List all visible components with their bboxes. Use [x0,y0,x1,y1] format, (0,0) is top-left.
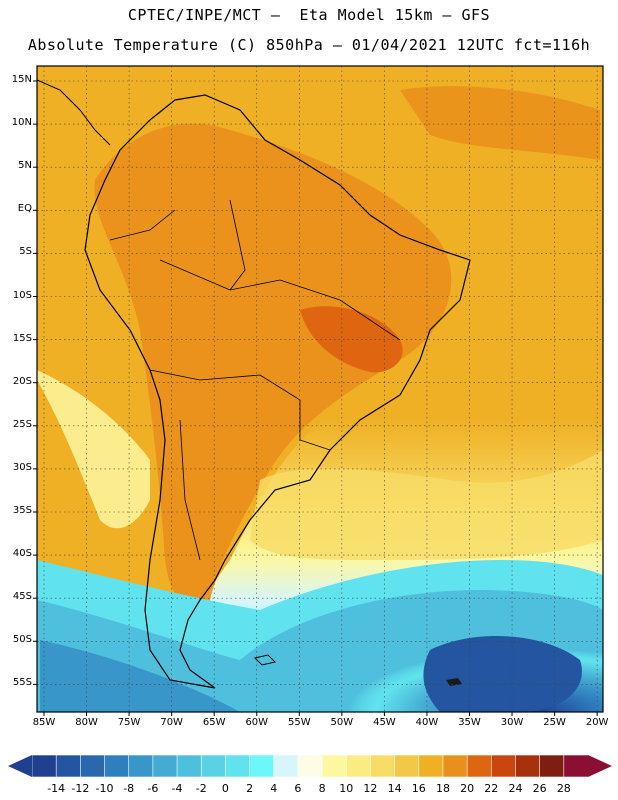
colorbar-swatch [249,754,275,778]
lon-label: 80W [75,717,98,728]
lon-label: 20W [585,717,609,728]
lat-label: 5N [18,160,32,172]
colorbar-swatch [200,754,227,778]
axis-ticks [33,80,598,716]
colorbar-swatch [370,754,396,778]
colorbar-swatch [321,754,348,778]
colorbar-label: 12 [363,782,378,795]
colorbar-swatch [55,754,82,778]
map-title-line1: CPTEC/INPE/MCT – Eta Model 15km – GFS [127,6,491,24]
lat-label: 55S [12,677,32,689]
colorbar-swatch [176,754,203,778]
lat-label: 25S [12,418,32,430]
field-hottest-patch [300,306,403,373]
colorbar-swatch [273,754,299,778]
lat-label: 20S [12,375,32,387]
colorbar-swatch [563,754,589,778]
lon-label: 30W [500,717,524,728]
colorbar-swatch [31,754,57,778]
colorbar-swatch [225,754,251,778]
colorbar-label: 2 [246,782,254,795]
island-south-georgia [446,678,462,686]
field-hot-core [94,123,452,608]
map-frame [36,65,604,713]
colorbar-swatch [418,754,444,778]
colorbar-label: 10 [339,782,354,795]
lat-label: 30S [12,461,32,473]
colorbar-label: 18 [435,782,450,795]
colorbar-label: 26 [532,782,547,795]
lon-label: 60W [245,717,269,728]
lat-label: 35S [12,505,32,516]
lat-label: 40S [12,548,32,560]
colorbar-label: -6 [147,782,159,795]
lon-label: 35W [458,717,481,728]
colorbar-swatch [345,754,372,778]
colorbar-label: -8 [123,782,135,795]
lat-label: 50S [12,634,32,646]
colorbar-swatch [394,754,420,778]
lat-label: 45S [12,591,32,603]
lon-label: 55W [287,717,311,728]
colorbar-label: 24 [508,782,523,795]
border-line [109,209,176,241]
colorbar-label: -12 [71,782,90,795]
lon-label: 65W [202,717,226,728]
lon-label: 75W [117,717,141,728]
map-title-line2: Absolute Temperature (C) 850hPa – 01/04/… [27,36,591,54]
colorbar-swatch [128,754,154,778]
lon-label: 85W [32,717,56,728]
lon-label: 50W [330,717,354,728]
colorbar-label: 22 [484,782,499,795]
lat-label: 15S [12,332,32,344]
coastline-south-america [84,94,471,689]
field-atlantic-band [250,450,603,560]
colorbar-label: 14 [387,782,402,795]
colorbar-label: -10 [95,782,114,795]
colorbar-max-arrow [588,755,612,777]
colorbar-label: -2 [195,782,207,795]
colorbar-swatch [491,754,517,778]
lat-label: 10N [11,117,32,129]
field-coldest-core [423,636,582,712]
colorbar-swatch [152,754,178,778]
field-pacific-cool [37,370,150,529]
colorbar-swatch [515,754,541,778]
lon-label: 70W [160,717,183,728]
colorbar-label: 28 [556,782,571,795]
border-line [159,259,401,341]
colorbar-swatch [104,754,130,778]
border-line [179,419,201,561]
lat-label: 10S [12,289,32,301]
colorbar-swatch [466,754,493,778]
lat-label: EQ [17,203,32,215]
colorbar-label: 0 [221,782,229,795]
colorbar-min-arrow [8,755,32,777]
colorbar [8,754,612,778]
colorbar-label: 20 [460,782,475,795]
lat-label: 15N [11,74,32,85]
coastline-falklands [254,654,276,666]
colorbar-label: -4 [171,782,183,795]
colorbar-label: 6 [294,782,302,795]
border-line [229,199,246,291]
colorbar-swatch [297,754,323,778]
lon-label: 45W [373,717,396,728]
colorbar-swatch [80,754,106,778]
colorbar-label: 8 [318,782,326,795]
colorbar-label: 4 [270,782,278,795]
field-coldest-southwest [40,640,240,712]
field-ocean-warm [400,86,600,160]
colorbar-swatch [539,754,565,778]
coastline-central-america [37,79,111,146]
colorbar-label: 16 [411,782,426,795]
lon-label: 25W [543,717,566,728]
colorbar-swatch [442,754,468,778]
colorbar-label: -14 [47,782,66,795]
lon-label: 40W [415,717,439,728]
lat-label: 5S [19,246,32,258]
border-line [149,369,331,451]
